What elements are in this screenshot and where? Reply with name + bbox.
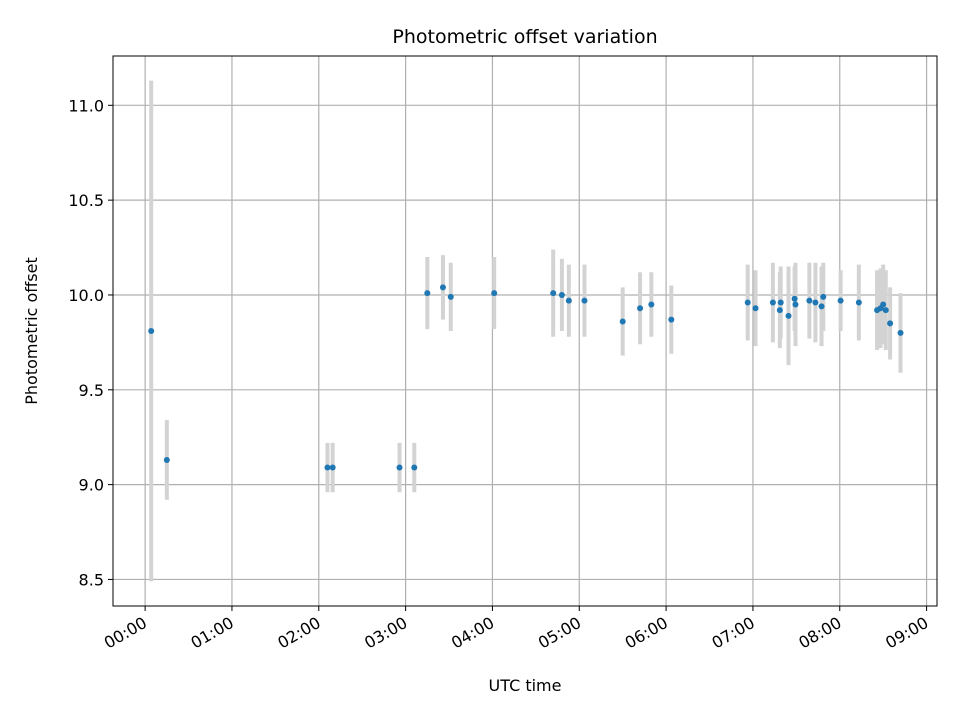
data-point [792, 301, 799, 308]
data-point [411, 464, 418, 471]
plot-frame [112, 55, 938, 607]
data-point [769, 299, 776, 306]
data-point [619, 318, 626, 325]
data-point [565, 297, 572, 304]
data-point [855, 299, 862, 306]
data-point [581, 297, 588, 304]
data-point [806, 297, 813, 304]
data-point [776, 307, 783, 314]
y-tick-label: 10.5 [68, 191, 104, 210]
data-point [887, 320, 894, 327]
data-point [820, 293, 827, 300]
y-tick-label: 9.5 [79, 381, 104, 400]
data-point [777, 299, 784, 306]
y-tick-label: 9.0 [79, 476, 104, 495]
y-axis-label: Photometric offset [22, 257, 41, 405]
data-point [882, 307, 889, 314]
data-point [648, 301, 655, 308]
data-point [812, 299, 819, 306]
data-point [880, 301, 887, 308]
data-point [439, 284, 446, 291]
data-points [148, 284, 904, 471]
y-axis-ticks: 8.5 9.0 9.5 10.0 10.5 11.0 [68, 96, 113, 589]
data-point [837, 297, 844, 304]
grid [113, 56, 937, 606]
data-point [324, 464, 331, 471]
data-point [447, 293, 454, 300]
data-point [329, 464, 336, 471]
y-tick-label: 10.0 [68, 286, 104, 305]
chart-title: Photometric offset variation [392, 26, 657, 48]
data-point [785, 312, 792, 319]
x-axis-label: UTC time [489, 676, 562, 695]
data-point [744, 299, 751, 306]
data-point [818, 303, 825, 310]
y-tick-label: 11.0 [68, 96, 104, 115]
data-point [550, 290, 557, 297]
data-point [491, 290, 498, 297]
data-point [668, 316, 675, 323]
data-point [897, 329, 904, 336]
data-point [752, 305, 759, 312]
data-point [163, 456, 170, 463]
y-tick-label: 8.5 [79, 570, 104, 589]
data-point [558, 291, 565, 298]
data-point [791, 295, 798, 302]
data-point [396, 464, 403, 471]
data-point [424, 290, 431, 297]
data-point [637, 305, 644, 312]
data-point [148, 328, 155, 334]
